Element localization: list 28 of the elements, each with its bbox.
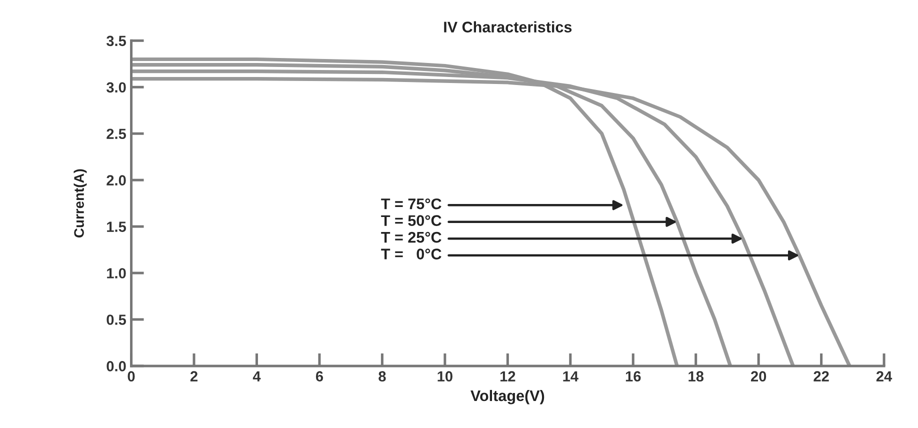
x-tick-label: 22 xyxy=(814,371,829,382)
x-axis-title: Voltage(V) xyxy=(470,390,544,404)
x-tick-label: 4 xyxy=(252,371,261,382)
y-tick-label: 3.0 xyxy=(106,82,126,93)
y-tick-label: 2.0 xyxy=(106,175,126,186)
x-tick-label: 6 xyxy=(316,371,323,382)
y-tick-label: 1.5 xyxy=(107,222,126,232)
x-tick-label: 16 xyxy=(626,371,641,382)
x-tick-label: 10 xyxy=(438,371,452,382)
chart-title: IV Characteristics xyxy=(444,21,572,32)
x-tick-label: 2 xyxy=(190,371,198,382)
y-tick-label: 1.0 xyxy=(107,268,126,278)
x-tick-label: 20 xyxy=(750,371,766,382)
x-tick-label: 8 xyxy=(378,371,386,382)
annotation: T = 75°C xyxy=(381,198,442,210)
y-tick-label: 0.5 xyxy=(106,314,126,325)
y-tick-label: 3.5 xyxy=(106,36,126,46)
x-tick-label: 24 xyxy=(876,371,892,382)
x-tick-label: 18 xyxy=(688,371,704,382)
y-tick-label: 0.0 xyxy=(106,361,126,372)
x-tick-label: 14 xyxy=(563,371,578,382)
y-tick-label: 2.5 xyxy=(106,128,126,140)
x-tick-label: 0 xyxy=(128,371,135,382)
x-tick-label: 12 xyxy=(500,371,516,382)
annotation: T = 0°C xyxy=(381,248,442,260)
annotation: T = 25°C xyxy=(381,232,442,243)
annotation: T = 50°C xyxy=(381,215,442,226)
y-axis-title: Current(A) xyxy=(74,169,87,238)
